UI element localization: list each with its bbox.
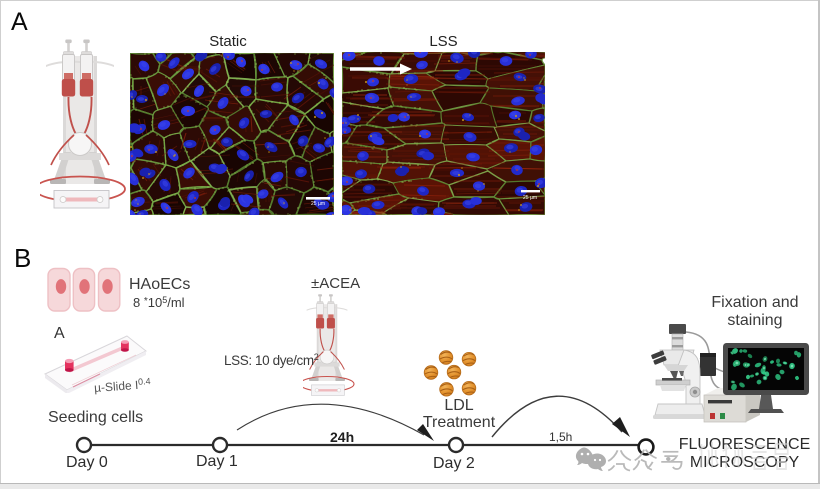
svg-text:25 µm: 25 µm: [311, 201, 325, 207]
svg-text:25 µm: 25 µm: [523, 195, 537, 201]
